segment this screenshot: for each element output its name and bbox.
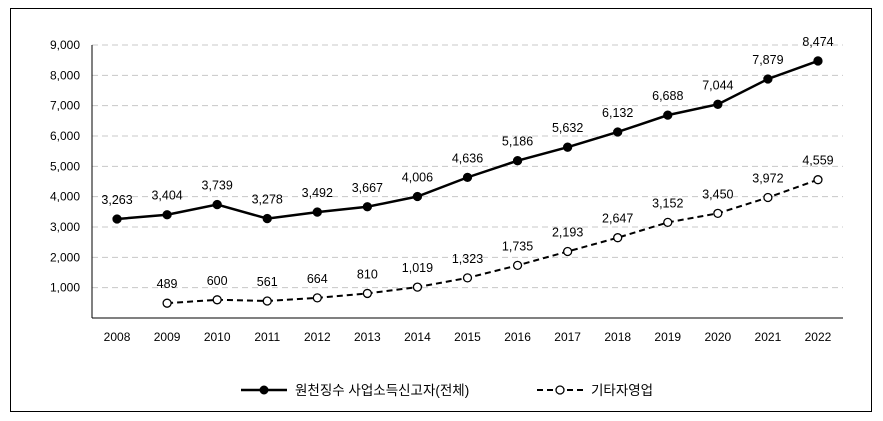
data-label: 3,739: [202, 179, 233, 193]
data-point: [713, 208, 723, 219]
data-label: 3,263: [101, 193, 132, 207]
x-tick-label: 2012: [304, 330, 331, 344]
x-tick-label: 2011: [254, 330, 280, 344]
line-chart: 1,000 2,000 3,000 4,000 5,000 6,000 7,000 8,000…: [50, 35, 843, 398]
data-label: 3,404: [151, 189, 182, 203]
axes: [91, 45, 843, 319]
y-tick-label: 9,000: [50, 38, 80, 52]
data-point: [763, 192, 773, 203]
data-point: [613, 127, 623, 137]
x-axis-ticks: 2008 2009 2010 2011 2012 2013 2014 2015 2016 2017…: [104, 330, 832, 344]
data-label: 8,474: [802, 35, 833, 49]
data-label: 3,278: [252, 193, 283, 207]
data-label: 1,735: [502, 239, 533, 253]
x-tick-label: 2014: [404, 330, 431, 344]
legend: 원천징수 사업소득신고자(전체) 기타자영업: [241, 383, 653, 398]
data-point: [212, 295, 222, 305]
data-label: 6,132: [602, 106, 633, 120]
x-tick-label: 2008: [104, 330, 131, 344]
data-label: 4,559: [802, 154, 833, 168]
data-point: [713, 99, 723, 109]
data-label: 3,152: [652, 196, 683, 210]
y-tick-label: 1,000: [50, 281, 80, 295]
data-point: [813, 56, 823, 66]
data-point: [412, 191, 423, 202]
data-point: [312, 207, 322, 217]
y-tick-label: 5,000: [50, 159, 80, 173]
y-tick-label: 8,000: [50, 68, 80, 82]
data-point: [162, 298, 172, 308]
data-label: 3,492: [302, 186, 333, 200]
data-point: [462, 172, 473, 183]
x-tick-label: 2021: [755, 330, 782, 344]
data-point: [613, 233, 623, 243]
data-point: [562, 142, 573, 152]
data-label: 4,006: [402, 170, 433, 184]
data-label: 2,193: [552, 225, 583, 239]
data-label: 3,450: [702, 187, 733, 201]
data-point: [663, 110, 673, 120]
data-label: 3,667: [352, 181, 383, 195]
data-point: [562, 246, 573, 257]
data-label: 489: [157, 277, 178, 291]
y-tick-label: 4,000: [50, 190, 80, 204]
data-point: [362, 202, 373, 212]
y-axis-ticks: 1,000 2,000 3,000 4,000 5,000 6,000 7,000 8,000…: [50, 38, 80, 295]
x-tick-label: 2018: [604, 330, 631, 344]
data-point: [813, 175, 823, 185]
x-tick-label: 2016: [504, 330, 531, 344]
data-label: 5,186: [502, 135, 533, 149]
data-label: 664: [307, 272, 328, 286]
y-tick-label: 2,000: [50, 250, 80, 264]
data-labels: 3,263 3,404 3,739 3,278 3,492 3,667 4,006 4,636…: [101, 35, 833, 291]
gridlines: [92, 44, 843, 289]
data-label: 5,632: [552, 121, 583, 135]
legend-marker-other: [555, 385, 565, 395]
data-point: [512, 156, 523, 166]
x-tick-label: 2015: [454, 330, 481, 344]
legend-marker-total: [259, 385, 269, 395]
legend-label-other: 기타자영업: [591, 383, 653, 398]
data-point: [462, 273, 473, 283]
y-tick-label: 3,000: [50, 220, 80, 234]
data-label: 600: [207, 274, 228, 288]
y-tick-label: 6,000: [50, 129, 80, 143]
x-tick-label: 2010: [204, 330, 231, 344]
data-label: 6,688: [652, 89, 683, 103]
data-point: [212, 199, 222, 210]
data-point: [412, 282, 423, 292]
data-point: [663, 217, 673, 228]
data-point: [262, 296, 272, 306]
x-tick-label: 2019: [654, 330, 681, 344]
data-label: 7,044: [702, 78, 733, 92]
x-tick-label: 2009: [154, 330, 181, 344]
data-label: 3,972: [752, 172, 783, 186]
data-label: 1,323: [452, 252, 483, 266]
data-point: [763, 74, 773, 84]
data-label: 1,019: [402, 261, 433, 275]
data-label: 810: [357, 267, 378, 281]
y-tick-label: 7,000: [50, 99, 80, 113]
series-group: [112, 56, 823, 308]
data-label: 4,636: [452, 151, 483, 165]
x-tick-label: 2013: [354, 330, 381, 344]
x-tick-label: 2020: [704, 330, 731, 344]
data-label: 7,879: [752, 53, 783, 67]
x-tick-label: 2022: [805, 330, 832, 344]
data-point: [312, 293, 322, 303]
legend-label-total: 원천징수 사업소득신고자(전체): [295, 383, 469, 398]
chart-frame: 1,000 2,000 3,000 4,000 5,000 6,000 7,000 8,000…: [10, 8, 872, 412]
data-point: [362, 288, 373, 299]
series-line-1: [167, 178, 819, 305]
data-point: [162, 210, 172, 220]
data-label: 2,647: [602, 212, 633, 226]
x-tick-label: 2017: [554, 330, 581, 344]
data-point: [512, 260, 523, 271]
data-point: [112, 214, 122, 224]
data-label: 561: [257, 275, 278, 289]
data-point: [262, 213, 272, 224]
